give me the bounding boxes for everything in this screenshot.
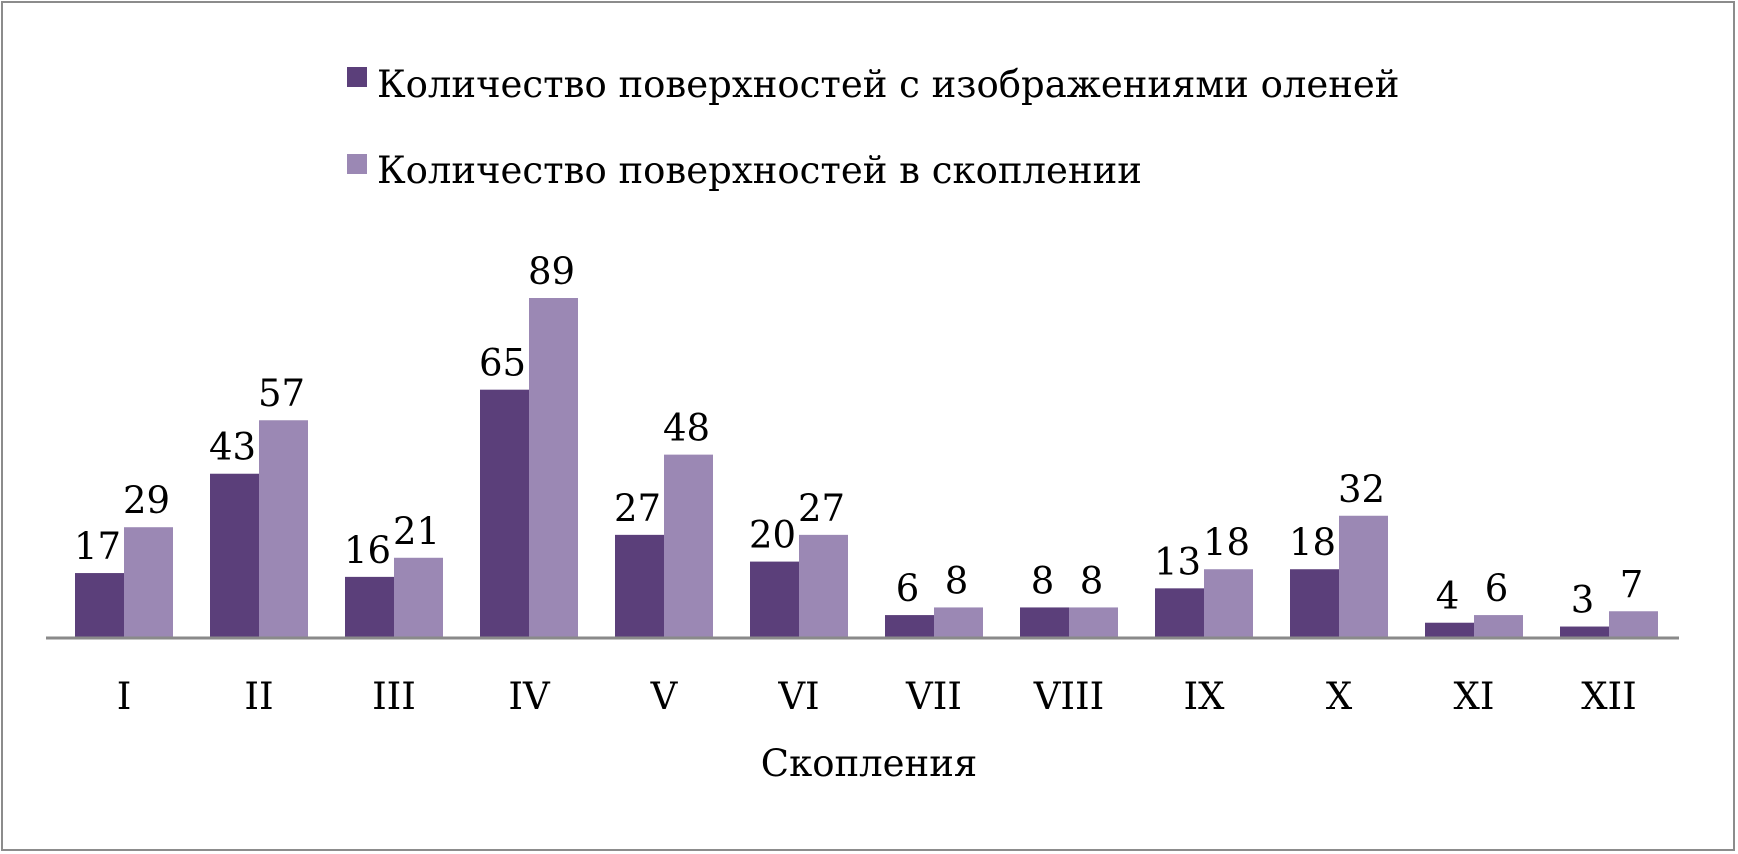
data-label-deer-XI: 4 (1436, 575, 1460, 618)
legend-swatch-cluster-surfaces (347, 154, 367, 174)
bar-cluster-VIII (1069, 607, 1118, 638)
data-label-cluster-III: 21 (393, 510, 440, 553)
x-tick-label-VI: VI (777, 675, 819, 718)
bar-cluster-I (124, 527, 173, 638)
data-label-cluster-V: 48 (663, 407, 710, 450)
data-label-deer-I: 17 (74, 525, 121, 568)
data-label-deer-V: 27 (614, 487, 661, 530)
bars-group (75, 298, 1658, 638)
data-label-cluster-XII: 7 (1620, 563, 1644, 606)
data-label-deer-III: 16 (344, 529, 391, 572)
x-tick-label-II: II (244, 675, 273, 718)
bar-cluster-XII (1609, 611, 1658, 638)
data-label-cluster-IX: 18 (1203, 521, 1250, 564)
bar-deer-V (615, 534, 664, 638)
data-label-cluster-XI: 6 (1485, 567, 1509, 610)
data-label-cluster-VI: 27 (798, 487, 845, 530)
bar-deer-I (75, 573, 124, 638)
legend-swatch-deer-surfaces (347, 67, 367, 87)
x-tick-label-IX: IX (1184, 675, 1226, 718)
bar-deer-XI (1425, 622, 1474, 638)
data-label-deer-II: 43 (209, 426, 256, 469)
x-tick-label-I: I (117, 675, 132, 718)
x-axis-title: Скопления (761, 742, 977, 785)
bar-cluster-VI (799, 534, 848, 638)
bar-cluster-V (664, 454, 713, 638)
bar-deer-IV (480, 389, 529, 638)
x-tick-label-V: V (650, 675, 679, 718)
bar-deer-VII (885, 615, 934, 638)
bar-deer-II (210, 473, 259, 638)
legend-label-cluster-surfaces: Количество поверхностей в скоплении (377, 149, 1142, 192)
bar-cluster-IV (529, 298, 578, 638)
data-label-cluster-IV: 89 (528, 250, 575, 293)
data-label-deer-IX: 13 (1154, 540, 1201, 583)
x-tick-labels-group: I II III IV V VI VII VIII IX X XI XII (117, 675, 1637, 718)
x-tick-label-X: X (1326, 675, 1353, 718)
data-label-deer-VIII: 8 (1031, 559, 1055, 602)
data-label-deer-VI: 20 (749, 514, 796, 557)
bar-deer-IX (1155, 588, 1204, 638)
data-label-cluster-VII: 8 (945, 559, 969, 602)
x-tick-label-IV: IV (508, 675, 551, 718)
bar-cluster-II (259, 420, 308, 638)
data-label-cluster-X: 32 (1338, 468, 1385, 511)
bar-cluster-XI (1474, 615, 1523, 638)
data-label-deer-VII: 6 (896, 567, 920, 610)
x-tick-label-VIII: VIII (1033, 675, 1105, 718)
x-tick-label-VII: VII (905, 675, 962, 718)
legend-label-deer-surfaces: Количество поверхностей с изображениями … (377, 63, 1399, 106)
bar-cluster-X (1339, 515, 1388, 638)
bar-cluster-VII (934, 607, 983, 638)
bar-cluster-IX (1204, 569, 1253, 638)
bar-cluster-III (394, 557, 443, 638)
x-tick-label-XI: XI (1454, 675, 1495, 718)
bar-deer-VIII (1020, 607, 1069, 638)
data-label-deer-IV: 65 (479, 342, 526, 385)
data-label-deer-X: 18 (1289, 521, 1336, 564)
x-tick-label-III: III (372, 675, 416, 718)
bar-deer-III (345, 576, 394, 638)
data-label-cluster-I: 29 (123, 479, 170, 522)
data-label-deer-XII: 3 (1571, 579, 1595, 622)
x-tick-label-XII: XII (1581, 675, 1637, 718)
data-label-cluster-II: 57 (258, 372, 305, 415)
bar-deer-VI (750, 561, 799, 638)
data-label-cluster-VIII: 8 (1080, 559, 1104, 602)
legend: Количество поверхностей с изображениями … (347, 63, 1399, 192)
bar-deer-XII (1560, 626, 1609, 638)
bar-deer-X (1290, 569, 1339, 638)
